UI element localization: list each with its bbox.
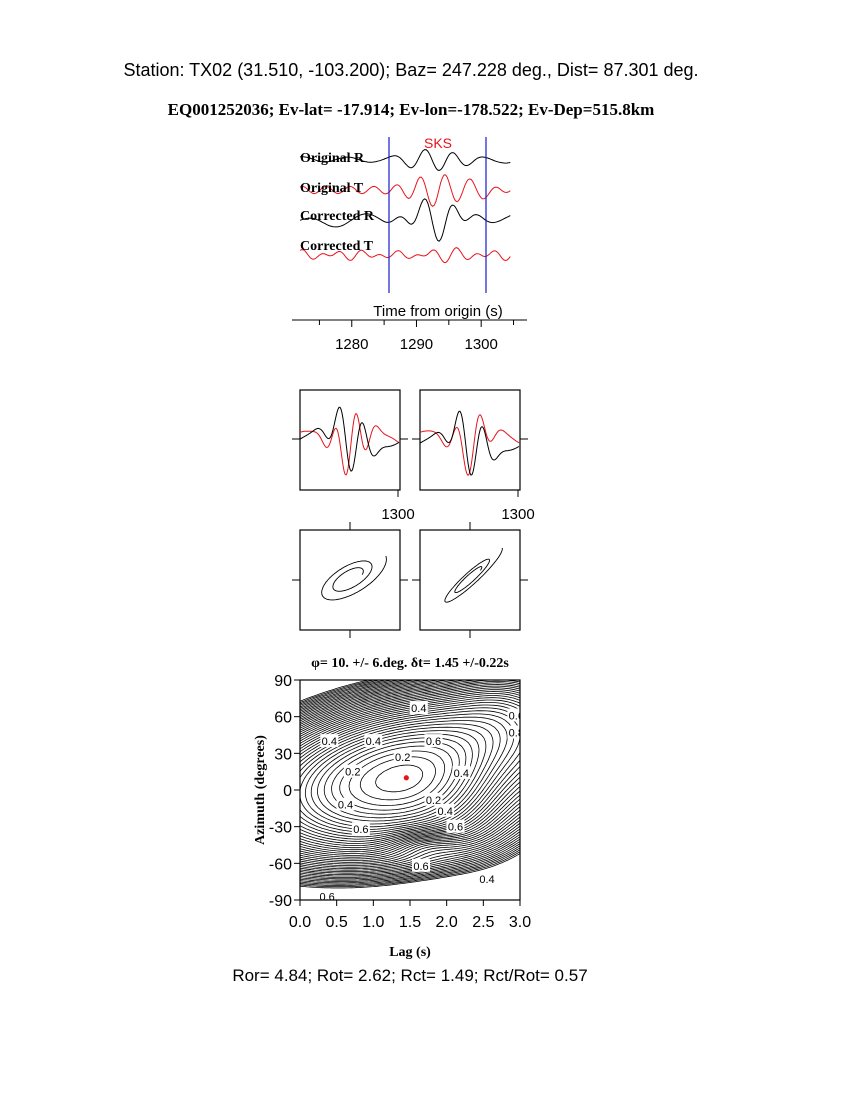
waveform-red-curve <box>419 414 520 477</box>
contour-label-bg <box>364 734 383 748</box>
azimuth-tick-label: -30 <box>269 820 292 837</box>
contour-label-bg <box>318 889 337 900</box>
contour-isolines <box>300 680 520 889</box>
contour-label: 0.4 <box>438 806 453 818</box>
contour-label: 0.2 <box>395 752 410 764</box>
trace-label-corrected-t: Corrected T <box>300 239 374 254</box>
waveform-black-curve <box>299 406 400 472</box>
time-axis-ticks: 1280 1290 1300 <box>318 320 515 353</box>
azimuth-tick-label: 0 <box>283 783 292 800</box>
contour-label: 0.6 <box>426 736 441 748</box>
contour-label-bg <box>412 858 430 872</box>
waveform-box-left <box>299 389 401 491</box>
contour-label: 0.8 <box>509 728 524 740</box>
contour-label: 0.4 <box>338 800 353 812</box>
event-header: EQ001252036; Ev-lat= -17.914; Ev-lon=-17… <box>168 100 655 119</box>
lag-tick-label: 0.0 <box>289 914 311 931</box>
contour-panel: φ= 10. +/- 6.deg. δt= 1.45 +/-0.22s 0.40… <box>253 656 531 960</box>
contour-label-bg <box>507 725 520 739</box>
lag-tick-label: 2.5 <box>472 914 494 931</box>
contour-label-bg <box>320 734 339 748</box>
ratio-footer: Ror= 4.84; Rot= 2.62; Rct= 1.49; Rct/Rot… <box>232 966 587 985</box>
contour-label-bg <box>436 803 455 817</box>
contour-label: 0.6 <box>353 824 368 836</box>
contour-label-bg <box>424 792 443 806</box>
trace-label-original-r: Original R <box>300 151 365 166</box>
contour-label: 0.6 <box>448 822 463 834</box>
waveform-comparison-panel: 1300 1300 <box>292 389 535 523</box>
trace-corrected-t <box>299 247 511 264</box>
phase-label: SKS <box>424 135 452 151</box>
best-fit-marker <box>403 775 409 781</box>
lag-axis-label: Lag (s) <box>389 945 431 960</box>
trace-label-corrected-r: Corrected R <box>300 209 375 224</box>
contour-label-bg <box>424 734 443 748</box>
contour-axis-ticks: 0.0 0.5 1.0 1.5 2.0 2.5 3.0 90 60 30 0 -30 -60 -90 <box>269 673 531 931</box>
contour-label: 0.4 <box>479 874 494 886</box>
contour-lines <box>300 680 520 889</box>
contour-title: φ= 10. +/- 6.deg. δt= 1.45 +/-0.22s <box>311 656 509 671</box>
azimuth-tick-label: -90 <box>269 893 292 910</box>
waveform-box-right <box>419 389 521 491</box>
trace-original-t <box>299 174 511 208</box>
contour-label-bg <box>446 819 465 833</box>
waveform-curves <box>292 406 528 497</box>
seismogram-panel: SKS Original R Original T Corrected R Co… <box>292 135 527 353</box>
contour-label: 0.4 <box>366 736 381 748</box>
particle-motion-curves <box>292 522 528 638</box>
particle-motion-path <box>321 555 387 601</box>
contour-label: 0.6 <box>509 710 524 722</box>
contour-label-bg <box>336 797 355 811</box>
trace-original-r <box>299 149 511 172</box>
waveform-left-tick-label: 1300 <box>381 506 414 523</box>
particle-motion-panel <box>292 522 528 638</box>
station-header: Station: TX02 (31.510, -103.200); Baz= 2… <box>123 60 698 80</box>
particle-box-left <box>299 529 401 631</box>
azimuth-tick-label: 30 <box>274 746 292 763</box>
lag-tick-label: 1.5 <box>399 914 421 931</box>
contour-label-bg <box>478 872 496 886</box>
lag-tick-label: 1.0 <box>362 914 384 931</box>
lag-tick-label: 0.5 <box>326 914 348 931</box>
contour-labels: 0.40.60.80.4 0.4 0.60.20.2 0.40.20.40.40.6 0… <box>318 701 524 903</box>
lag-tick-label: 2.0 <box>436 914 458 931</box>
time-axis-label: Time from origin (s) <box>373 303 502 320</box>
azimuth-axis-label: Azimuth (degrees) <box>253 735 268 845</box>
time-tick-label: 1300 <box>464 336 497 353</box>
contour-label: 0.4 <box>411 703 426 715</box>
contour-label: 0.4 <box>322 736 337 748</box>
trace-corrected-r <box>299 198 511 242</box>
seismogram-traces <box>299 149 511 264</box>
waveform-red-curve <box>299 412 400 476</box>
contour-label-bg <box>351 822 370 836</box>
particle-motion-path <box>444 547 503 603</box>
contour-label-bg <box>507 708 520 722</box>
lag-tick-label: 3.0 <box>509 914 531 931</box>
waveform-right-tick-label: 1300 <box>501 506 534 523</box>
azimuth-tick-label: 60 <box>274 710 292 727</box>
waveform-black-curve <box>419 410 520 476</box>
time-tick-label: 1290 <box>400 336 433 353</box>
time-tick-label: 1280 <box>335 336 368 353</box>
azimuth-tick-label: 90 <box>274 673 292 690</box>
trace-label-original-t: Original T <box>300 181 364 196</box>
contour-label-bg <box>393 750 412 763</box>
contour-label-bg <box>409 701 428 715</box>
azimuth-tick-label: -60 <box>269 856 292 873</box>
contour-label: 0.6 <box>319 891 334 903</box>
contour-label-bg <box>343 764 362 778</box>
contour-label: 0.4 <box>454 768 469 780</box>
contour-label: 0.2 <box>345 767 360 779</box>
contour-label: 0.6 <box>413 861 428 873</box>
particle-box-right <box>419 529 521 631</box>
contour-label-bg <box>452 765 471 779</box>
